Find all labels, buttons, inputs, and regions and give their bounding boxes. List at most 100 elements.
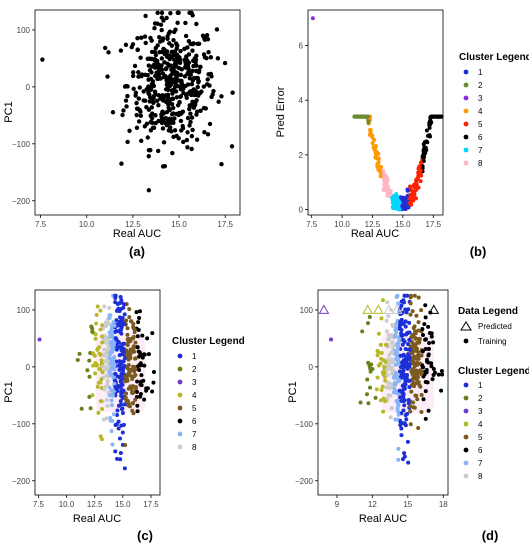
panel-a-point bbox=[195, 84, 200, 90]
panel-b-point bbox=[360, 114, 365, 119]
panel-a-point bbox=[162, 47, 167, 52]
panel-d-legend-label: 1 bbox=[478, 381, 483, 390]
panel-c-point bbox=[105, 403, 110, 408]
panel-c-point bbox=[113, 422, 118, 427]
panel-a-xtick-label: 12.5 bbox=[125, 220, 141, 229]
panel-d-point bbox=[410, 309, 415, 314]
panel-d-point bbox=[419, 308, 424, 313]
panel-b-point bbox=[412, 182, 417, 187]
panel-a-point bbox=[185, 130, 190, 135]
panel-c-legend-label: 3 bbox=[192, 378, 197, 387]
panel-a-point bbox=[204, 33, 210, 38]
panel-a-point bbox=[170, 96, 175, 101]
panel-a-point bbox=[194, 98, 199, 103]
panel-b-legend-marker bbox=[463, 69, 469, 75]
panel-d-point bbox=[394, 321, 399, 326]
panel-d-point bbox=[407, 378, 412, 383]
panel-a-point bbox=[133, 90, 139, 96]
panel-c-point bbox=[123, 395, 128, 400]
panel-d-point bbox=[386, 393, 391, 398]
panel-d-point bbox=[384, 329, 389, 334]
panel-d-point bbox=[368, 369, 373, 374]
panel-d-predicted-point bbox=[383, 304, 395, 314]
panel-d-point bbox=[417, 383, 422, 388]
panel-a-point bbox=[183, 93, 189, 98]
panel-c-point bbox=[123, 356, 128, 361]
panel-c-point bbox=[113, 336, 118, 341]
panel-d-point bbox=[385, 384, 390, 389]
panel-a-point bbox=[160, 126, 166, 131]
panel-d-point bbox=[401, 338, 406, 343]
panel-b-point bbox=[382, 183, 387, 188]
panel-c-point bbox=[135, 334, 140, 339]
panel-b-point bbox=[423, 145, 428, 150]
panel-c-point bbox=[142, 397, 147, 402]
panel-b-xtick-label: 12.5 bbox=[365, 220, 381, 229]
panel-a-point bbox=[215, 56, 221, 61]
panel-b-point bbox=[396, 205, 401, 210]
panel-d-point bbox=[400, 361, 405, 366]
panel-a-plot-area bbox=[34, 9, 241, 216]
panel-a-point bbox=[155, 43, 160, 48]
panel-d-point bbox=[402, 372, 407, 377]
panel-d-point bbox=[431, 367, 436, 372]
panel-d-point bbox=[402, 454, 407, 459]
panel-d-legend-marker bbox=[463, 447, 469, 453]
panel-c-point bbox=[132, 330, 137, 335]
panel-c-point bbox=[113, 371, 118, 376]
panel-c-legend-label: 4 bbox=[192, 391, 197, 400]
panel-a-point bbox=[127, 128, 132, 134]
panel-a-point bbox=[189, 82, 195, 87]
panel-c-point bbox=[87, 358, 92, 363]
panel-c-point bbox=[109, 403, 114, 408]
panel-a-point bbox=[190, 41, 196, 47]
panel-a-point bbox=[203, 106, 209, 111]
panel-d-legend-marker bbox=[463, 434, 469, 440]
panel-d-point bbox=[426, 346, 431, 351]
panel-c-point bbox=[104, 366, 109, 371]
panel-d-point bbox=[403, 413, 408, 418]
panel-c-point bbox=[135, 379, 140, 384]
panel-a-point bbox=[149, 64, 155, 69]
panel-c-point bbox=[137, 350, 142, 355]
panel-b-legend: 1 2 3 4 5 6 7 8 bbox=[463, 68, 483, 168]
panel-d-point bbox=[419, 372, 424, 377]
panel-c-point bbox=[130, 408, 135, 413]
panel-c-xtick-label: 17.5 bbox=[143, 500, 159, 509]
panel-b-legend-label: 6 bbox=[478, 133, 483, 142]
panel-a-point bbox=[188, 119, 193, 125]
panel-a-point bbox=[194, 109, 200, 114]
panel-d-xtick-label: 12 bbox=[368, 500, 377, 509]
panel-c-legend-marker bbox=[177, 366, 183, 372]
panel-c-xtick-label: 12.5 bbox=[87, 500, 103, 509]
panel-d-point bbox=[402, 403, 407, 408]
panel-a-point bbox=[169, 101, 175, 107]
panel-d-point bbox=[376, 363, 381, 368]
panel-a-point bbox=[185, 115, 191, 121]
panel-c-point bbox=[88, 406, 93, 411]
panel-d-point bbox=[407, 320, 412, 325]
panel-c-point bbox=[132, 349, 137, 354]
panel-d-outlier-point bbox=[329, 337, 333, 342]
panel-d-point bbox=[414, 313, 419, 318]
panel-d-point bbox=[378, 342, 383, 347]
panel-c-point bbox=[124, 352, 129, 357]
panel-c-point bbox=[113, 449, 118, 454]
panel-d-point bbox=[379, 316, 384, 321]
panel-a-point bbox=[144, 121, 150, 127]
panel-c-point bbox=[136, 320, 141, 325]
panel-c-point bbox=[97, 367, 102, 372]
panel-b-caption: (b) bbox=[470, 244, 487, 259]
panel-d-point bbox=[404, 363, 409, 368]
panel-c-point bbox=[104, 373, 109, 378]
panel-a-point bbox=[185, 145, 190, 150]
panel-d-point bbox=[408, 312, 413, 317]
panel-c-point bbox=[109, 323, 114, 328]
panel-d-point bbox=[420, 326, 425, 331]
panel-c-point bbox=[144, 388, 149, 393]
panel-a-point bbox=[134, 100, 139, 106]
panel-d-point bbox=[375, 353, 380, 358]
panel-c-point bbox=[103, 359, 108, 364]
panel-a-point bbox=[160, 36, 166, 41]
panel-a-point bbox=[136, 119, 142, 124]
